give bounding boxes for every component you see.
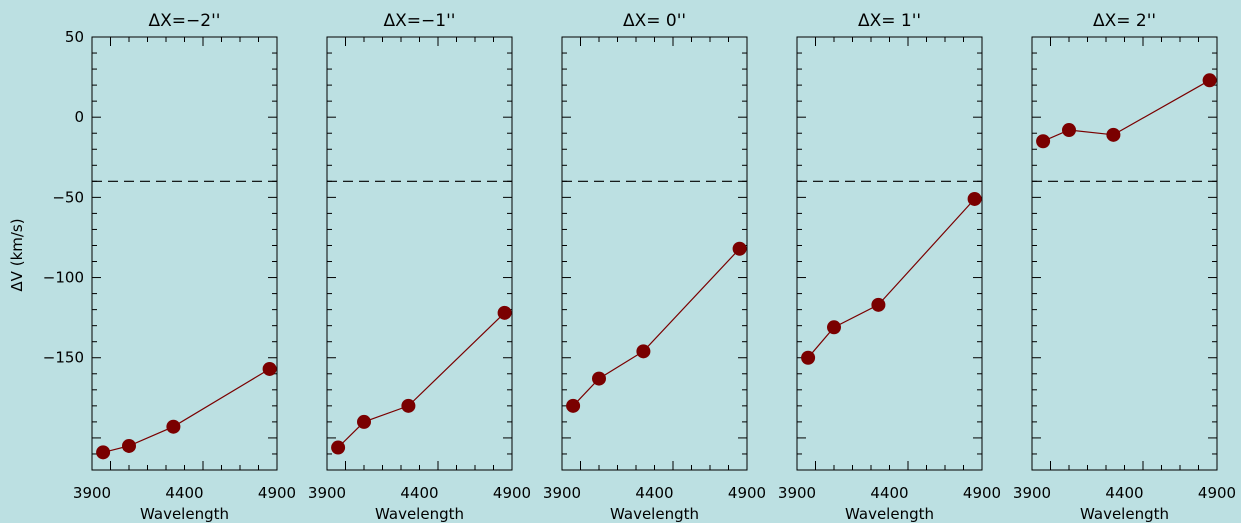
y-tick-label: −150 xyxy=(43,349,84,367)
data-point xyxy=(801,350,816,365)
data-point xyxy=(497,305,512,320)
x-axis-label: Wavelength xyxy=(1080,505,1169,523)
x-axis-label: Wavelength xyxy=(140,505,229,523)
panel-frame xyxy=(326,36,513,471)
panel-title: ΔX= 1'' xyxy=(858,11,921,31)
data-point xyxy=(1106,127,1121,142)
x-axis-label: Wavelength xyxy=(375,505,464,523)
data-point xyxy=(1202,73,1217,88)
series-line xyxy=(1042,79,1210,142)
x-tick-label: 3900 xyxy=(73,484,111,502)
data-point xyxy=(827,320,841,335)
x-tick-label: 4900 xyxy=(258,484,296,502)
x-axis-label: Wavelength xyxy=(610,505,699,523)
data-point xyxy=(592,371,606,386)
data-point xyxy=(967,191,982,206)
panel-frame xyxy=(91,36,278,471)
data-point xyxy=(96,445,111,460)
x-tick-label: 3900 xyxy=(308,484,346,502)
y-axis-label: ΔV (km/s) xyxy=(8,218,26,291)
x-tick-label: 4400 xyxy=(1105,484,1143,502)
data-point xyxy=(871,297,886,312)
panels: ΔX=−2'' 50 0 −50 −100 −150 3900 4400 4900 Wavelen… xyxy=(43,11,1236,523)
x-axis-label: Wavelength xyxy=(845,505,934,523)
series-line xyxy=(337,312,506,448)
data-point xyxy=(1036,134,1051,149)
x-tick-label: 3900 xyxy=(543,484,581,502)
x-tick-label: 3900 xyxy=(778,484,816,502)
panel-frame xyxy=(1031,36,1218,471)
panel-title: ΔX= 0'' xyxy=(623,11,686,31)
data-point xyxy=(331,440,346,455)
data-point xyxy=(566,398,581,413)
x-tick-label: 4400 xyxy=(400,484,438,502)
data-point xyxy=(732,241,747,256)
y-tick-label: −100 xyxy=(43,269,84,287)
panel-4: ΔX= 1'' 3900 4400 4900 Wavelength xyxy=(778,11,1001,523)
panel-frame xyxy=(561,36,748,471)
data-point xyxy=(401,398,416,413)
series-line xyxy=(807,198,976,359)
x-tick-label: 4900 xyxy=(493,484,531,502)
panel-title: ΔX=−2'' xyxy=(149,11,221,31)
series-line xyxy=(572,248,741,407)
data-point xyxy=(357,414,371,429)
x-tick-label: 4900 xyxy=(1198,484,1236,502)
y-tick-label: 50 xyxy=(65,28,84,46)
data-point xyxy=(166,419,181,434)
panel-2: ΔX=−1'' 3900 4400 4900 Wavelength xyxy=(308,11,531,523)
series-line xyxy=(102,368,270,453)
x-tick-label: 4400 xyxy=(635,484,673,502)
panel-1: ΔX=−2'' 50 0 −50 −100 −150 3900 4400 4900 Wavelen… xyxy=(43,11,296,523)
data-point xyxy=(122,438,136,453)
panel-5: ΔX= 2'' 3900 4400 4900 Wavelength xyxy=(1013,11,1236,523)
panel-3: ΔX= 0'' 3900 4400 4900 Wavelength xyxy=(543,11,766,523)
panel-title: ΔX= 2'' xyxy=(1093,11,1156,31)
data-point xyxy=(636,344,651,359)
x-tick-label: 4400 xyxy=(165,484,203,502)
x-tick-label: 4900 xyxy=(963,484,1001,502)
x-tick-label: 4900 xyxy=(728,484,766,502)
x-tick-label: 4400 xyxy=(870,484,908,502)
data-point xyxy=(262,361,277,376)
panel-frame xyxy=(796,36,983,471)
y-tick-label: 0 xyxy=(74,108,84,126)
panel-title: ΔX=−1'' xyxy=(384,11,456,31)
data-point xyxy=(1062,123,1076,138)
x-tick-label: 3900 xyxy=(1013,484,1051,502)
y-tick-label: −50 xyxy=(52,188,84,206)
